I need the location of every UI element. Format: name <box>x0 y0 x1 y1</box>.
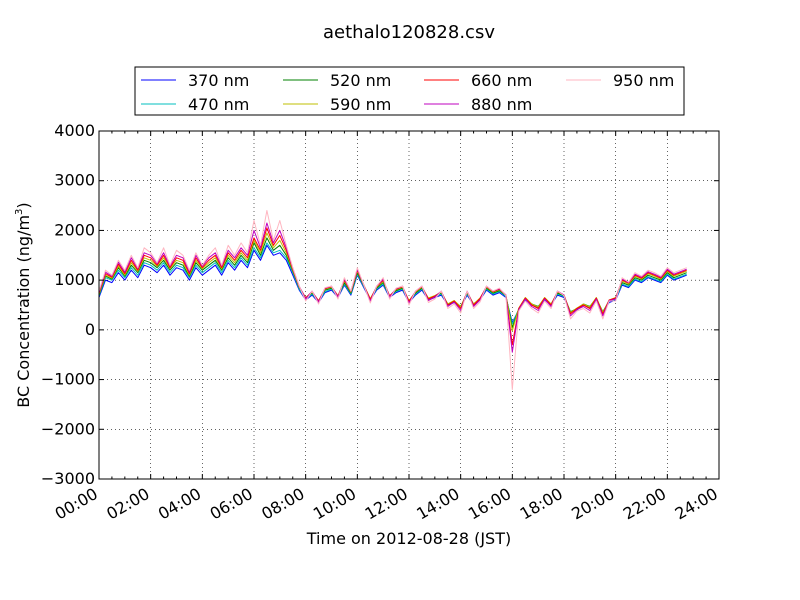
series-line-370-nm <box>98 244 687 323</box>
y-tick-label: −1000 <box>41 370 95 389</box>
legend-label: 370 nm <box>188 71 249 90</box>
series-lines <box>98 210 687 390</box>
chart-title: aethalo120828.csv <box>323 22 495 43</box>
y-tick-label: 3000 <box>54 171 95 190</box>
legend-label: 660 nm <box>471 71 532 90</box>
y-tick-label: 4000 <box>54 121 95 140</box>
y-axis-label-superscript: 3 <box>14 209 25 215</box>
y-axis-label-tail: ) <box>14 202 33 208</box>
y-tick-label: −2000 <box>41 419 95 438</box>
legend-label: 950 nm <box>613 71 674 90</box>
y-axis: 4000 3000 2000 1000 0 −1000 −2000 −3000 <box>41 121 719 488</box>
y-tick-label: 2000 <box>54 220 95 239</box>
series-line-950-nm <box>98 210 687 390</box>
y-tick-label: 1000 <box>54 270 95 289</box>
y-axis-label-main: BC Concentration (ng/m <box>14 215 33 408</box>
legend-box <box>134 66 685 116</box>
legend-label: 520 nm <box>330 71 391 90</box>
legend-label: 470 nm <box>188 95 249 114</box>
legend: 370 nm 470 nm 520 nm 590 nm 660 nm 880 nm 950 … <box>134 66 685 116</box>
y-tick-label: −3000 <box>41 469 95 488</box>
grid <box>99 131 719 479</box>
x-axis-label: Time on 2012-08-28 (JST) <box>306 529 511 548</box>
y-tick-label: 0 <box>85 320 95 339</box>
legend-label: 880 nm <box>471 95 532 114</box>
legend-entries: 370 nm 470 nm 520 nm 590 nm 660 nm 880 nm 950 … <box>141 71 674 114</box>
y-axis-label: BC Concentration (ng/m3) <box>14 202 33 407</box>
legend-label: 590 nm <box>330 95 391 114</box>
